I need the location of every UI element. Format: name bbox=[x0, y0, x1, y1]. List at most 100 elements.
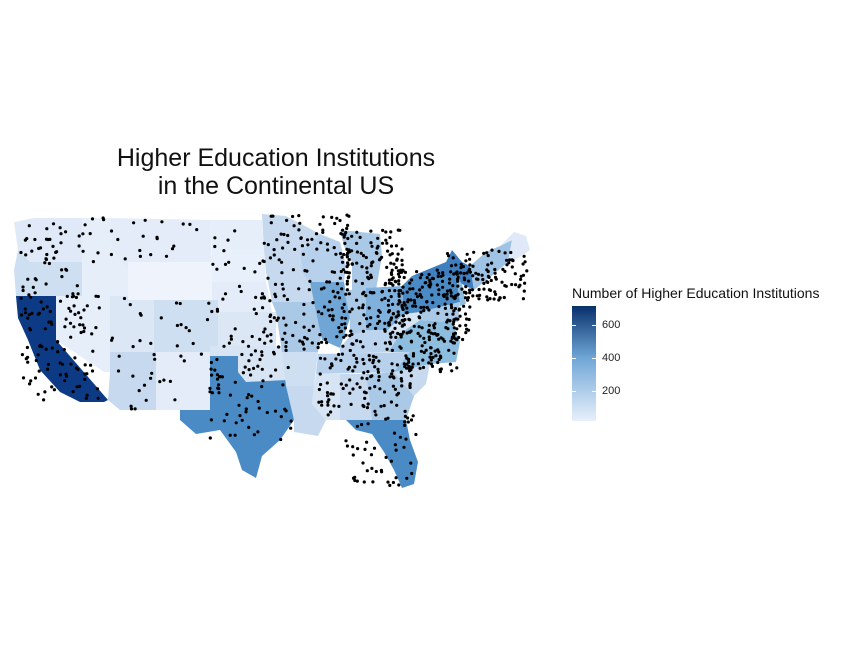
institution-point bbox=[302, 312, 306, 316]
institution-point bbox=[346, 223, 350, 227]
institution-point bbox=[389, 230, 393, 234]
institution-point bbox=[384, 238, 388, 242]
institution-point bbox=[259, 296, 264, 300]
institution-point bbox=[395, 363, 399, 367]
institution-point bbox=[510, 258, 514, 262]
institution-point bbox=[427, 338, 431, 342]
institution-point bbox=[366, 370, 370, 374]
institution-point bbox=[411, 414, 415, 418]
institution-point bbox=[346, 261, 350, 265]
institution-point bbox=[26, 277, 30, 281]
state-texas bbox=[180, 356, 294, 478]
institution-point bbox=[396, 310, 400, 314]
institution-point bbox=[350, 262, 354, 266]
institution-point bbox=[280, 271, 284, 275]
state-virginia bbox=[388, 320, 460, 352]
institution-point bbox=[347, 258, 351, 262]
institution-point bbox=[281, 246, 285, 250]
institution-point bbox=[302, 302, 306, 307]
institution-point bbox=[400, 247, 404, 251]
institution-point bbox=[503, 251, 507, 255]
institution-point bbox=[370, 466, 374, 470]
institution-point bbox=[210, 391, 214, 395]
institution-point bbox=[395, 403, 399, 407]
institution-point bbox=[389, 316, 394, 320]
institution-point bbox=[307, 328, 311, 332]
institution-point bbox=[351, 369, 355, 373]
institution-point bbox=[486, 269, 490, 274]
institution-point bbox=[340, 306, 344, 310]
institution-point bbox=[260, 385, 264, 389]
institution-point bbox=[45, 305, 49, 309]
institution-point bbox=[345, 288, 349, 292]
institution-point bbox=[360, 265, 364, 269]
institution-point bbox=[451, 284, 455, 288]
institution-point bbox=[475, 294, 479, 298]
institution-point bbox=[421, 365, 426, 370]
institution-point bbox=[33, 277, 37, 281]
institution-point bbox=[394, 476, 398, 480]
institution-point bbox=[399, 377, 403, 381]
institution-point bbox=[343, 241, 347, 245]
institution-point bbox=[170, 247, 175, 251]
institution-point bbox=[273, 409, 278, 413]
institution-point bbox=[164, 254, 169, 258]
institution-point bbox=[408, 385, 412, 390]
institution-point bbox=[247, 359, 251, 363]
institution-point bbox=[432, 326, 436, 330]
institution-point bbox=[280, 282, 284, 286]
institution-point bbox=[318, 333, 322, 337]
state-montana bbox=[110, 218, 212, 270]
institution-point bbox=[191, 341, 195, 346]
institution-point bbox=[386, 416, 390, 420]
institution-point bbox=[281, 287, 285, 291]
institution-point bbox=[422, 305, 426, 309]
institution-point bbox=[461, 337, 465, 342]
institution-point bbox=[393, 289, 397, 293]
institution-point bbox=[63, 325, 67, 329]
institution-point bbox=[254, 312, 258, 316]
institution-point bbox=[449, 294, 453, 298]
institution-point bbox=[461, 265, 465, 269]
institution-point bbox=[298, 221, 302, 225]
institution-point bbox=[418, 276, 422, 280]
institution-point bbox=[289, 426, 293, 430]
institution-point bbox=[364, 294, 368, 298]
institution-point bbox=[347, 248, 351, 252]
institution-point bbox=[458, 307, 462, 311]
institution-point bbox=[397, 294, 401, 298]
institution-point bbox=[427, 323, 431, 327]
institution-point bbox=[242, 266, 246, 270]
institution-point bbox=[400, 379, 404, 383]
state-arizona bbox=[108, 352, 156, 410]
institution-point bbox=[345, 279, 349, 283]
institution-point bbox=[408, 281, 412, 285]
institution-point bbox=[284, 340, 288, 344]
institution-point bbox=[44, 282, 48, 286]
institution-point bbox=[436, 274, 440, 279]
institution-point bbox=[260, 292, 264, 296]
institution-point bbox=[458, 324, 462, 328]
state-oregon bbox=[14, 250, 82, 296]
institution-point bbox=[322, 305, 327, 309]
institution-point bbox=[525, 269, 529, 273]
institution-point bbox=[468, 305, 472, 309]
institution-point bbox=[369, 316, 373, 320]
institution-point bbox=[302, 347, 306, 351]
institution-point bbox=[465, 317, 469, 321]
institution-point bbox=[222, 249, 226, 253]
legend-title: Number of Higher Education Institutions bbox=[572, 285, 820, 301]
institution-point bbox=[321, 228, 325, 232]
institution-point bbox=[389, 271, 393, 275]
institution-point bbox=[443, 306, 447, 310]
institution-point bbox=[44, 257, 48, 261]
institution-point bbox=[52, 256, 56, 260]
institution-point bbox=[394, 335, 398, 339]
institution-point bbox=[459, 271, 463, 275]
institution-point bbox=[452, 309, 456, 313]
institution-point bbox=[385, 241, 389, 245]
institution-point bbox=[456, 279, 460, 283]
institution-point bbox=[522, 254, 526, 258]
institution-point bbox=[523, 260, 527, 264]
institution-point bbox=[408, 369, 412, 373]
